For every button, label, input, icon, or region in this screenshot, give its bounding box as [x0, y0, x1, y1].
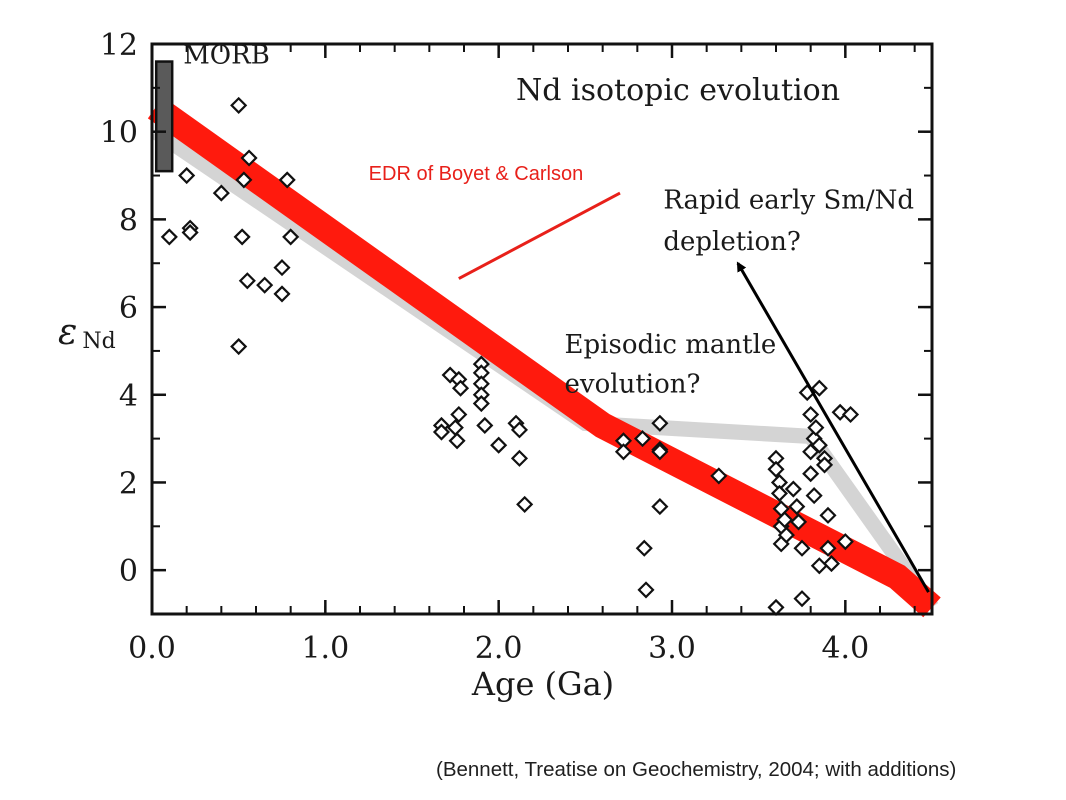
sample-point: [819, 539, 837, 557]
sample-point: [776, 511, 794, 529]
sample-point: [451, 379, 470, 397]
x-tick-label: 1.0: [301, 631, 349, 666]
sample-point: [256, 276, 274, 294]
annotation-2: Rapid early Sm/Nd: [663, 185, 914, 215]
sample-point: [805, 487, 823, 505]
edr-label: EDR of Boyet & Carlson: [369, 163, 584, 185]
sample-point: [476, 416, 494, 435]
sample-point: [841, 405, 860, 424]
x-tick-label: 3.0: [648, 631, 696, 666]
x-tick-label: 4.0: [821, 631, 869, 666]
sample-point: [651, 443, 669, 461]
sample-point: [448, 432, 466, 450]
x-tick-label: 2.0: [475, 631, 523, 666]
edr-pointer-line: [458, 191, 621, 280]
depletion-arrow: [736, 261, 930, 593]
sample-point: [637, 581, 655, 599]
sample-point: [770, 484, 789, 502]
sample-point: [446, 419, 464, 437]
sample-point: [273, 285, 291, 303]
sample-point: [282, 228, 300, 246]
sample-point: [510, 421, 529, 439]
gray-evolution-band: [151, 125, 939, 612]
chart-text: Nd isotopic evolution Age (Ga) ε Nd MORB…: [58, 41, 914, 703]
annotation-0: MORB: [183, 41, 270, 71]
y-tick-label: 8: [119, 203, 138, 238]
sample-point: [651, 498, 669, 516]
annotation-5: evolution?: [565, 370, 701, 400]
sample-point: [472, 394, 490, 413]
plot-axes: [150, 42, 934, 616]
y-tick-label: 10: [100, 116, 138, 151]
sample-point: [278, 171, 296, 189]
sample-point: [793, 539, 811, 557]
annotation-arrows: [458, 191, 930, 593]
sample-point: [614, 443, 633, 461]
morb-range: [154, 60, 174, 173]
sample-point: [802, 405, 820, 424]
sample-point: [767, 460, 785, 478]
y-tick-label: 2: [119, 466, 138, 501]
sample-point: [822, 555, 841, 573]
sample-point: [233, 228, 251, 246]
y-tick-label: 6: [119, 291, 138, 326]
sample-point: [788, 498, 806, 516]
sample-point: [651, 414, 669, 432]
annotation-4: Episodic mantle: [565, 330, 777, 360]
sample-point: [633, 430, 652, 448]
sample-point: [807, 419, 825, 437]
y-axis-title: ε Nd: [58, 312, 116, 354]
sample-point: [635, 539, 653, 557]
sample-point: [273, 259, 291, 277]
y-tick-label: 4: [119, 379, 138, 414]
sample-point: [230, 337, 248, 356]
sample-point: [450, 405, 468, 424]
sample-point: [432, 423, 451, 441]
x-tick-label: 0.0: [128, 631, 176, 666]
sample-point: [815, 456, 834, 474]
sample-point: [178, 166, 196, 185]
y-tick-label: 0: [119, 554, 138, 589]
sample-point: [810, 436, 828, 454]
sample-point: [789, 513, 808, 531]
evolution-bands: [147, 96, 941, 618]
chart-title: Nd isotopic evolution: [516, 73, 840, 108]
sample-point: [810, 557, 828, 575]
y-axis-title-epsilon: ε: [58, 312, 77, 353]
sample-point: [710, 467, 728, 485]
sample-point: [510, 449, 529, 467]
sample-point: [160, 228, 178, 246]
sample-point: [836, 533, 854, 551]
annotation-3: depletion?: [663, 227, 800, 257]
sample-point: [240, 149, 258, 167]
sample-point: [516, 495, 534, 513]
edr-band: [147, 96, 941, 618]
sample-point: [784, 480, 802, 498]
sample-point: [810, 379, 828, 397]
sample-point: [793, 590, 811, 608]
sample-point: [230, 96, 248, 114]
source-caption: (Bennett, Treatise on Geochemistry, 2004…: [436, 758, 957, 781]
sample-point: [181, 223, 199, 242]
y-axis-title-subscript: Nd: [82, 329, 115, 354]
sample-point: [802, 465, 820, 483]
plot-frame: [150, 42, 934, 616]
axis-ticks: 0.0 1.0 2.0 3.0 4.0 0 2 4 6 8 10 12: [100, 28, 932, 666]
y-tick-label: 12: [100, 28, 138, 63]
sample-point: [212, 184, 230, 202]
sample-point: [490, 436, 508, 454]
sample-point: [777, 526, 795, 544]
sample-point: [238, 272, 256, 290]
sample-points: [160, 96, 860, 616]
sample-point: [819, 506, 837, 524]
sample-point: [235, 171, 253, 189]
sample-point: [767, 598, 785, 616]
morb-bar: [154, 60, 174, 173]
x-axis-title: Age (Ga): [471, 665, 614, 703]
